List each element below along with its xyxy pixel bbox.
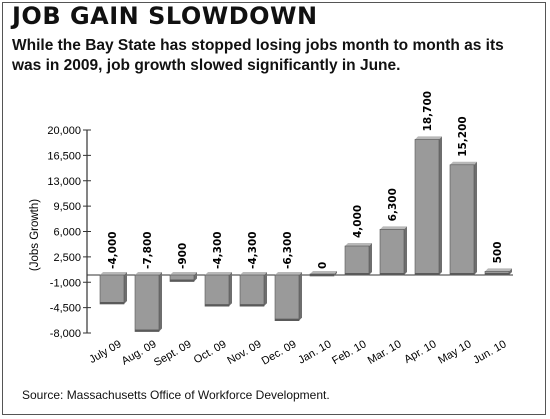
x-category-label: Sept. 09 <box>152 338 193 369</box>
x-category-label: July 09 <box>87 338 123 366</box>
bar-value-label: -4,000 <box>107 231 119 269</box>
bar-value-label: -900 <box>177 243 189 269</box>
bar <box>169 272 197 282</box>
bar-value-label: 4,000 <box>352 205 364 238</box>
x-category-label: Nov. 09 <box>225 338 263 367</box>
y-tick-label: -4,500 <box>50 303 81 315</box>
bar-value-label: 500 <box>492 241 504 263</box>
data-labels: -4,000 -7,800 -900 -4,300 -4,300 -6,300 0 4,000… <box>107 91 504 269</box>
y-axis: 20,000 16,500 13,000 9,500 6,000 2,500 -1,000 -… <box>47 125 513 340</box>
y-tick-label: 9,500 <box>53 201 81 213</box>
x-category-label: Feb. 10 <box>330 338 368 367</box>
bar <box>239 272 267 307</box>
bar <box>204 272 232 307</box>
bar-value-label: -7,800 <box>142 231 154 269</box>
bar <box>484 268 512 276</box>
bar <box>134 272 162 332</box>
y-tick-label: 20,000 <box>47 125 81 137</box>
bar-value-label: -4,300 <box>212 231 224 269</box>
y-tick-label: -1,000 <box>50 277 81 289</box>
bar <box>309 271 337 277</box>
x-category-label: Jan. 10 <box>296 338 333 366</box>
bar-value-label: -4,300 <box>247 231 259 269</box>
y-axis-label: (Jobs Growth) <box>29 199 41 271</box>
bars <box>99 136 512 332</box>
bar <box>414 136 442 276</box>
y-tick-label: -8,000 <box>50 328 81 340</box>
bar-value-label: 0 <box>317 262 329 269</box>
bar <box>99 272 127 305</box>
x-category-label: Mar. 10 <box>366 338 404 367</box>
y-tick-label: 6,000 <box>53 227 81 239</box>
source-note: Source: Massachusetts Office of Workforc… <box>22 388 330 402</box>
x-category-label: Oct. 09 <box>192 338 229 366</box>
bar <box>449 161 477 276</box>
bar <box>274 272 302 321</box>
bar <box>344 243 372 276</box>
bar-value-label: 18,700 <box>422 91 434 132</box>
chart-subtitle: While the Bay State has stopped losing j… <box>12 37 504 74</box>
chart-title: JOB GAIN SLOWDOWN <box>12 2 318 30</box>
y-tick-label: 2,500 <box>53 252 81 264</box>
x-category-label: Dec. 09 <box>260 338 299 367</box>
bar-value-label: -6,300 <box>282 231 294 269</box>
bar <box>379 226 407 276</box>
x-category-label: Jun. 10 <box>471 338 508 366</box>
x-category-label: Apr. 10 <box>402 338 438 366</box>
bar-value-label: 15,200 <box>457 116 469 157</box>
y-tick-label: 13,000 <box>47 176 81 188</box>
bar-value-label: 6,300 <box>387 188 399 221</box>
x-category-label: Aug. 09 <box>120 338 159 367</box>
y-tick-label: 16,500 <box>47 150 81 162</box>
x-category-label: May 10 <box>436 338 473 366</box>
